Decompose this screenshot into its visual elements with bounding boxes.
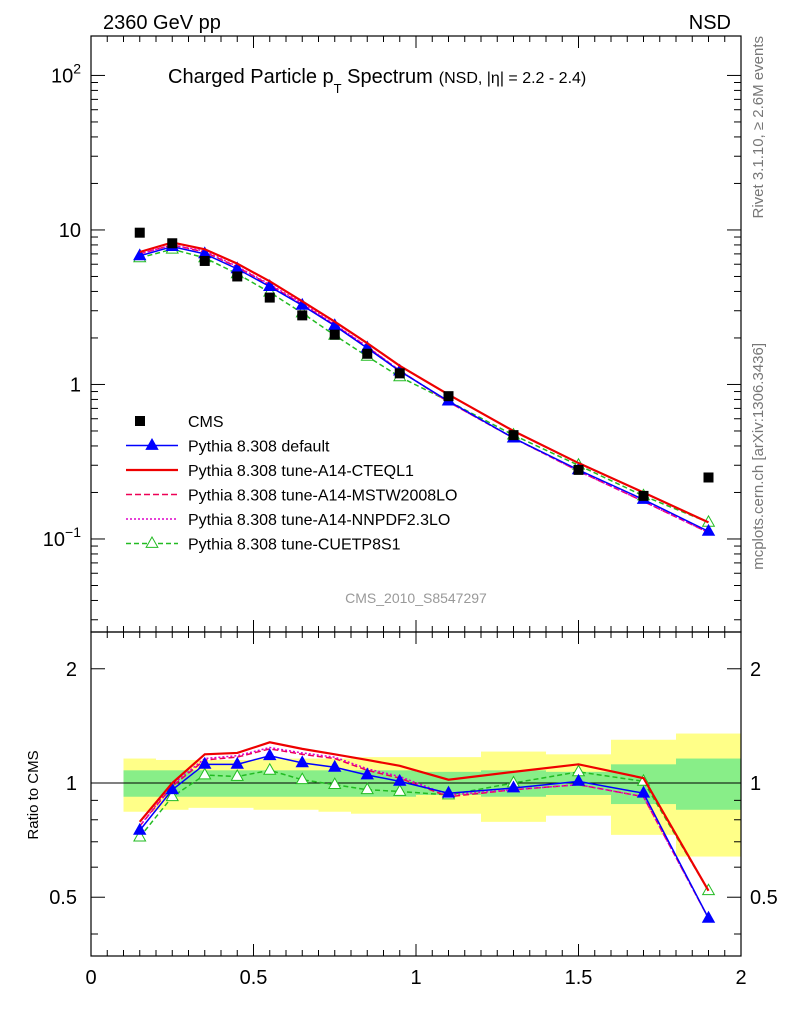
header-right: NSD bbox=[689, 12, 731, 34]
ratio-line-default bbox=[139, 754, 710, 919]
title-main: Charged Particle p bbox=[168, 66, 334, 88]
rivet-label: Rivet 3.1.10, ≥ 2.6M events bbox=[750, 36, 767, 219]
legend-label-data: CMS bbox=[188, 414, 224, 431]
ratio-point-default bbox=[328, 759, 342, 772]
ratio-point-default bbox=[360, 767, 374, 780]
title-sub: T bbox=[334, 81, 342, 96]
legend-marker-cuetp8s1 bbox=[145, 535, 159, 548]
ratio-point-default bbox=[230, 756, 244, 769]
ratio-point-default bbox=[198, 756, 212, 769]
ratio-y-tick-label: 1 bbox=[66, 773, 77, 795]
ratio-point-cuetp8s1 bbox=[230, 769, 244, 781]
x-tick-label: 1 bbox=[410, 967, 421, 989]
ratio-point-cuetp8s1 bbox=[263, 762, 277, 775]
data-point-cms bbox=[508, 430, 519, 441]
data-point-cms bbox=[329, 329, 340, 340]
data-point-cms bbox=[264, 292, 275, 303]
ratio-point-cuetp8s1 bbox=[328, 777, 342, 790]
legend-label-mstw: Pythia 8.308 tune-A14-MSTW2008LO bbox=[188, 488, 457, 505]
data-point-cms bbox=[573, 464, 584, 475]
ratio-point-default bbox=[263, 748, 277, 761]
legend-label-cteql1: Pythia 8.308 tune-A14-CTEQL1 bbox=[188, 463, 414, 480]
ratio-point-default bbox=[295, 755, 309, 768]
ratio-point-cuetp8s1 bbox=[198, 767, 212, 780]
main-point-default bbox=[133, 248, 147, 261]
ratio-y-tick-label-right: 0.5 bbox=[750, 887, 778, 909]
x-tick-label: 1.5 bbox=[565, 967, 593, 989]
ratio-point-cuetp8s1 bbox=[360, 782, 374, 795]
ratio-point-default bbox=[133, 822, 147, 835]
ratio-point-cuetp8s1 bbox=[133, 829, 147, 842]
ratio-point-default bbox=[165, 782, 179, 795]
band-inner-bin bbox=[123, 770, 156, 797]
ratio-point-cuetp8s1 bbox=[295, 772, 309, 785]
data-point-cms bbox=[394, 368, 405, 379]
ratio-ylabel: Ratio to CMS bbox=[25, 750, 42, 839]
ratio-point-default bbox=[571, 773, 586, 786]
main-line-nnpdf bbox=[139, 244, 709, 534]
y-tick-label: 10−1 bbox=[43, 524, 81, 551]
data-point-cms bbox=[703, 472, 714, 483]
ratio-point-default bbox=[441, 785, 456, 798]
main-line-cteql1 bbox=[139, 241, 709, 524]
data-point-cms bbox=[134, 227, 145, 238]
mcplots-label: mcplots.cern.ch [arXiv:1306.3436] bbox=[750, 343, 767, 570]
ratio-y-tick-label: 2 bbox=[66, 659, 77, 681]
x-tick-label: 0.5 bbox=[240, 967, 268, 989]
ratio-line-nnpdf bbox=[139, 746, 710, 919]
ratio-point-cuetp8s1 bbox=[165, 789, 179, 802]
ratio-point-default bbox=[393, 773, 407, 786]
ratio-line-cuetp8s1 bbox=[139, 769, 710, 892]
chart-title: Charged Particle pT Spectrum (NSD, |η| = … bbox=[168, 66, 586, 96]
y-tick-label: 1 bbox=[70, 374, 81, 396]
title-suffix: Spectrum bbox=[342, 66, 433, 88]
x-tick-label: 2 bbox=[735, 967, 746, 989]
x-tick-label: 0 bbox=[85, 967, 96, 989]
data-point-cms bbox=[199, 255, 210, 266]
ratio-point-cuetp8s1 bbox=[393, 783, 407, 796]
ratio-y-tick-label-right: 1 bbox=[750, 773, 761, 795]
title-detail: (NSD, |η| = 2.2 - 2.4) bbox=[439, 70, 586, 87]
legend-label-default: Pythia 8.308 default bbox=[188, 439, 330, 456]
data-point-cms bbox=[638, 490, 649, 501]
y-tick-label: 10 bbox=[59, 220, 81, 242]
band-inner-bin bbox=[253, 770, 286, 797]
ratio-point-default bbox=[506, 780, 521, 793]
data-point-cms bbox=[362, 348, 373, 359]
legend-label-nnpdf: Pythia 8.308 tune-A14-NNPDF2.3LO bbox=[188, 512, 450, 529]
ratio-line-cteql1 bbox=[138, 741, 710, 892]
data-point-cms bbox=[232, 271, 243, 282]
ratio-y-tick-label-right: 2 bbox=[750, 659, 761, 681]
ratio-point-default bbox=[636, 785, 651, 798]
legend-label-cuetp8s1: Pythia 8.308 tune-CUETP8S1 bbox=[188, 537, 401, 554]
header-left: 2360 GeV pp bbox=[103, 12, 221, 34]
band-inner-bin bbox=[676, 758, 741, 810]
data-point-cms bbox=[443, 391, 454, 402]
ratio-y-tick-label: 0.5 bbox=[49, 887, 77, 909]
y-tick-label: 102 bbox=[51, 60, 81, 87]
ratio-point-default bbox=[701, 910, 716, 923]
main-point-default bbox=[701, 523, 716, 536]
main-point-default bbox=[263, 279, 277, 291]
data-point-cms bbox=[167, 238, 178, 249]
analysis-id: CMS_2010_S8547297 bbox=[345, 590, 487, 606]
legend-marker-default bbox=[145, 437, 159, 450]
legend-marker-cms bbox=[135, 416, 145, 426]
data-point-cms bbox=[297, 310, 308, 321]
